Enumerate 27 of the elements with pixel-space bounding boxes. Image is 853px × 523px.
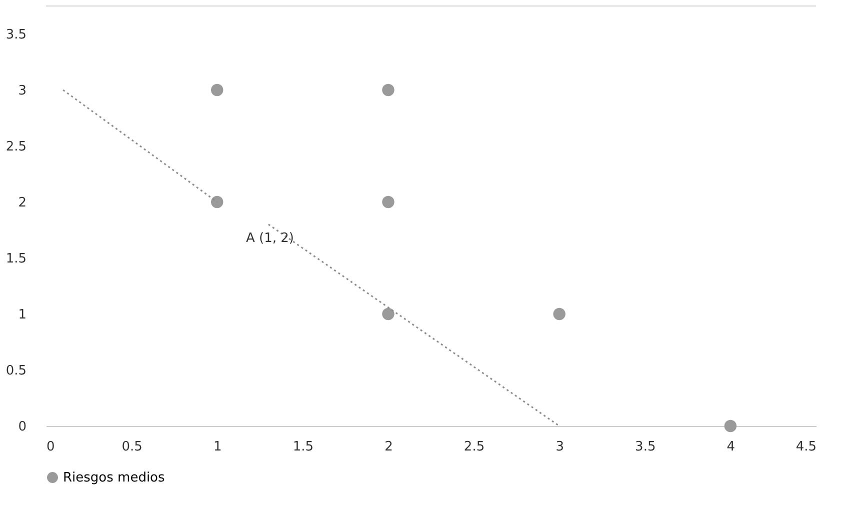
point (210, 84, 224, 96)
x-tick-label: 3.5 (635, 440, 656, 454)
point (553, 308, 566, 320)
y-tick-label: 0 (18, 420, 26, 434)
x-tick-label: 3 (556, 440, 564, 454)
x-tick-label: 4 (726, 440, 736, 454)
x-tick-label: 1 (213, 440, 222, 454)
point (382, 308, 394, 320)
x-tick-label: 2 (384, 440, 393, 454)
y-tick-label: 1.5 (6, 252, 26, 266)
x-tick-label: 0 (46, 440, 55, 454)
point (382, 196, 394, 208)
y-tick-label: 2 (18, 196, 26, 210)
x-tick-label: 0.5 (122, 440, 142, 454)
point (210, 196, 224, 208)
y-tick-label: 0.5 (6, 364, 26, 378)
point (724, 420, 737, 432)
y-tick-label: 3 (18, 84, 26, 98)
x-tick-label: 2.5 (464, 440, 485, 454)
x-tick-label: 4.5 (796, 440, 816, 454)
x-tick-label: 1.5 (292, 440, 314, 454)
y-tick-label: 2.5 (6, 140, 26, 154)
legend-label: Riesgos medios (63, 470, 166, 486)
y-tick-label: 1 (18, 308, 26, 322)
point (382, 84, 394, 96)
y-tick-label: 3.5 (6, 28, 26, 42)
annotation: A (1, 2) (246, 231, 294, 246)
